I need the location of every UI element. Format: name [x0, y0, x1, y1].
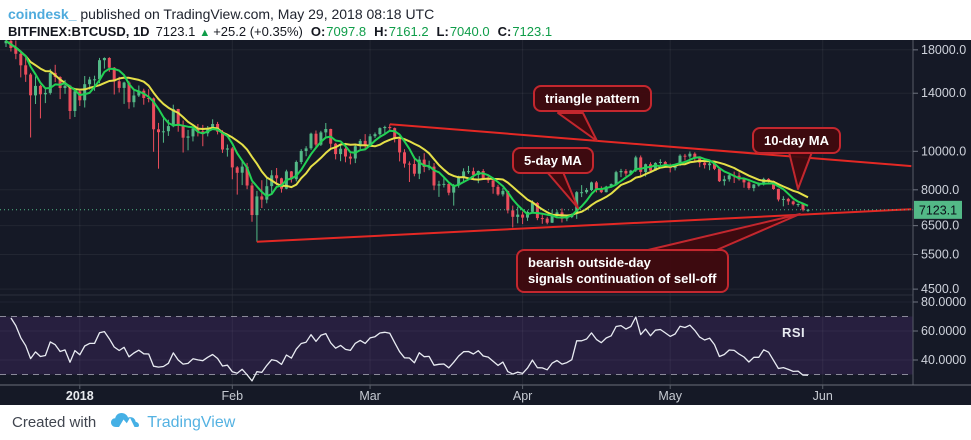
- close-value: 7123.1: [512, 24, 553, 39]
- svg-text:80.0000: 80.0000: [921, 295, 966, 309]
- tradingview-brand-link[interactable]: TradingView: [147, 413, 236, 431]
- svg-text:Apr: Apr: [513, 389, 532, 403]
- svg-text:5500.0: 5500.0: [921, 247, 959, 261]
- annotation-5-day-ma: 5-day MA: [512, 147, 594, 174]
- annotation-bearish-outside-day: bearish outside-day signals continuation…: [516, 249, 729, 293]
- svg-text:6500.0: 6500.0: [921, 219, 959, 233]
- open-label: O:: [310, 24, 326, 39]
- svg-text:7123.1: 7123.1: [919, 203, 957, 217]
- open-value: 7097.8: [326, 24, 367, 39]
- symbol-label: BITFINEX:BTCUSD, 1D: [8, 24, 150, 39]
- high-value: 7161.2: [388, 24, 429, 39]
- svg-text:8000.0: 8000.0: [921, 183, 959, 197]
- svg-text:60.0000: 60.0000: [921, 324, 966, 338]
- svg-text:4500.0: 4500.0: [921, 282, 959, 296]
- close-label: C:: [497, 24, 512, 39]
- created-with-text: Created with: [12, 414, 97, 431]
- footer: Created with TradingView: [0, 405, 971, 440]
- header: coindesk_ published on TradingView.com, …: [0, 0, 971, 40]
- rsi-pane-label: RSI: [782, 325, 806, 340]
- svg-text:Jun: Jun: [813, 389, 833, 403]
- symbol-line: BITFINEX:BTCUSD, 1D 7123.1 ▲ +25.2 (+0.35%)…: [8, 23, 971, 42]
- price-change: +25.2 (+0.35%): [213, 24, 303, 39]
- annotation-bearish-line1: bearish outside-day: [528, 255, 651, 270]
- chart-canvas: 18000.0 14000.0 10000.0 8000.0 6500.0 5500.0 4…: [0, 40, 971, 403]
- author-link[interactable]: coindesk_: [8, 6, 77, 22]
- svg-text:2018: 2018: [66, 389, 94, 403]
- publish-text: published on TradingView.com, May 29, 20…: [80, 6, 435, 22]
- publish-line: coindesk_ published on TradingView.com, …: [8, 5, 971, 23]
- svg-text:40.0000: 40.0000: [921, 353, 966, 367]
- tradingview-logo-icon: [110, 410, 140, 435]
- svg-text:18000.0: 18000.0: [921, 43, 966, 57]
- up-arrow-icon: ▲: [199, 27, 211, 39]
- annotation-10-day-ma: 10-day MA: [752, 127, 842, 154]
- annotation-bearish-line2: signals continuation of sell-off: [528, 271, 717, 286]
- svg-text:10000.0: 10000.0: [921, 144, 966, 158]
- last-price: 7123.1: [155, 24, 196, 39]
- low-label: L:: [436, 24, 449, 39]
- low-value: 7040.0: [449, 24, 490, 39]
- svg-text:Mar: Mar: [359, 389, 381, 403]
- annotation-triangle-pattern: triangle pattern: [533, 85, 652, 112]
- svg-text:May: May: [658, 389, 682, 403]
- chart-area: 18000.0 14000.0 10000.0 8000.0 6500.0 5500.0 4…: [0, 40, 971, 405]
- svg-text:14000.0: 14000.0: [921, 86, 966, 100]
- high-label: H:: [374, 24, 388, 39]
- svg-text:Feb: Feb: [222, 389, 244, 403]
